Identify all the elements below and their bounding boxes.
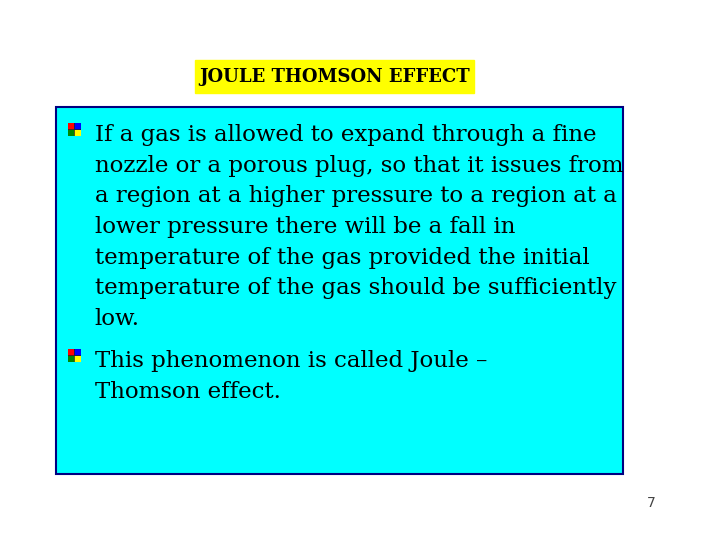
- Text: a region at a higher pressure to a region at a: a region at a higher pressure to a regio…: [95, 185, 616, 207]
- FancyBboxPatch shape: [55, 107, 623, 475]
- Text: Thomson effect.: Thomson effect.: [95, 381, 281, 403]
- Text: 7: 7: [647, 496, 655, 510]
- Bar: [73, 123, 75, 136]
- FancyBboxPatch shape: [195, 60, 474, 93]
- Bar: [68, 355, 81, 356]
- Bar: [68, 130, 74, 136]
- Bar: [74, 355, 81, 362]
- Bar: [68, 349, 74, 355]
- Text: lower pressure there will be a fall in: lower pressure there will be a fall in: [95, 216, 516, 238]
- Bar: [74, 123, 81, 130]
- Text: low.: low.: [95, 308, 140, 330]
- Text: nozzle or a porous plug, so that it issues from: nozzle or a porous plug, so that it issu…: [95, 155, 624, 177]
- Bar: [68, 129, 81, 131]
- Bar: [68, 355, 74, 362]
- Text: temperature of the gas provided the initial: temperature of the gas provided the init…: [95, 247, 590, 269]
- Text: JOULE THOMSON EFFECT: JOULE THOMSON EFFECT: [199, 68, 470, 86]
- Text: This phenomenon is called Joule –: This phenomenon is called Joule –: [95, 350, 487, 372]
- Bar: [73, 349, 75, 362]
- Bar: [74, 130, 81, 136]
- Text: temperature of the gas should be sufficiently: temperature of the gas should be suffici…: [95, 278, 616, 300]
- Text: If a gas is allowed to expand through a fine: If a gas is allowed to expand through a …: [95, 124, 596, 146]
- Bar: [74, 349, 81, 355]
- Bar: [68, 123, 74, 130]
